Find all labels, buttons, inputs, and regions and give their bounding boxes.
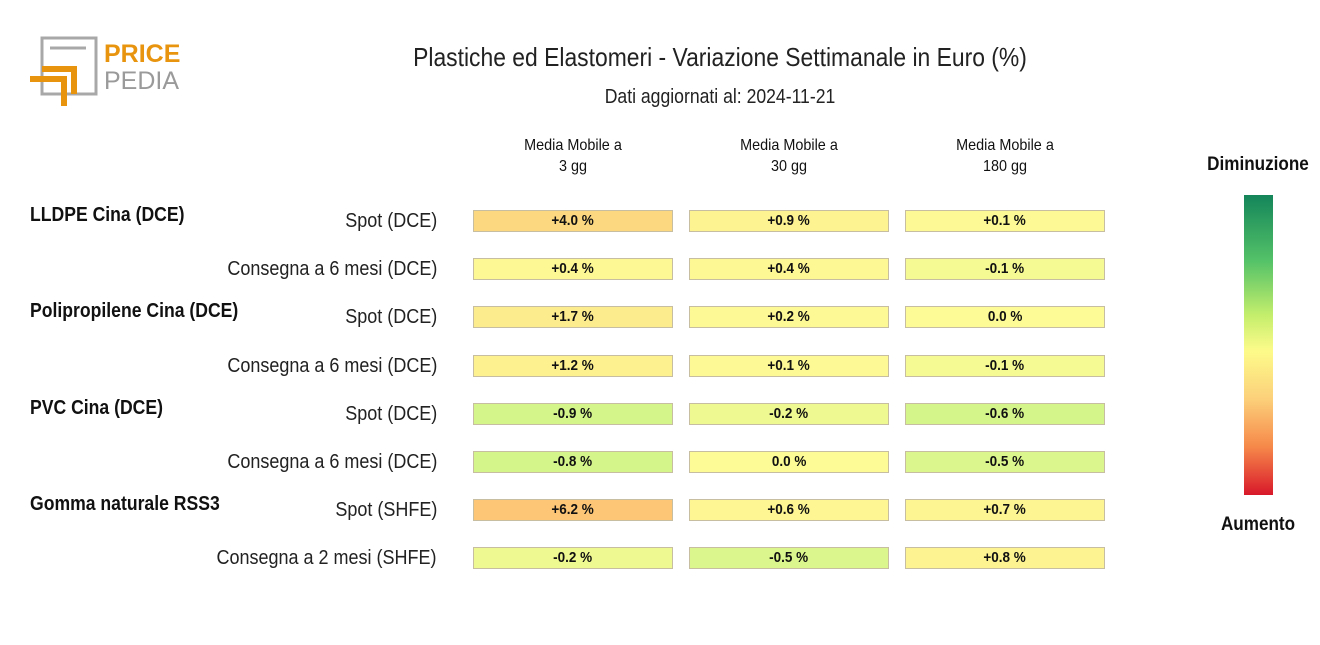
cell-value-label: -0.6 % — [985, 404, 1025, 422]
legend-top-label: Diminuzione — [1207, 154, 1309, 175]
cell-value-label: -0.5 % — [985, 453, 1025, 470]
column-header: Media Mobile a 3 gg — [474, 135, 672, 177]
heatmap-cell: -0.2 % — [689, 402, 889, 425]
heatmap-cell: +4.0 % — [473, 210, 673, 232]
heatmap-cell: -0.5 % — [905, 451, 1105, 473]
column-header-line2: 30 gg — [770, 158, 808, 175]
chart-title: Plastiche ed Elastomeri - Variazione Set… — [413, 42, 1027, 72]
cell-value-label: -0.9 % — [553, 404, 593, 422]
group-label: LLDPE Cina (DCE) — [30, 204, 185, 226]
chart-subtitle: Dati aggiornati al: 2024-11-21 — [604, 86, 836, 108]
heatmap-cell: +0.4 % — [689, 258, 889, 281]
heatmap-cell: -0.8 % — [473, 451, 673, 473]
column-header: Media Mobile a 30 gg — [690, 135, 888, 177]
heatmap-cell: +0.6 % — [689, 499, 889, 522]
cell-value-label: +0.6 % — [767, 501, 811, 519]
cell-value-label: +0.4 % — [767, 260, 811, 278]
column-header-line2: 3 gg — [558, 158, 588, 175]
row-label: Spot (DCE) — [344, 210, 437, 232]
row-label: Consegna a 2 mesi (SHFE) — [216, 547, 437, 570]
cell-value-label: +1.7 % — [551, 308, 595, 326]
heatmap-cell: +0.9 % — [689, 210, 889, 232]
column-header-line1: Media Mobile a — [956, 137, 1054, 154]
cell-value-label: -0.8 % — [553, 453, 593, 470]
logo-text-pedia: PEDIA — [104, 67, 179, 95]
heatmap-cell: +1.7 % — [473, 306, 673, 329]
logo-mark-icon — [30, 36, 98, 106]
row-label: Consegna a 6 mesi (DCE) — [226, 258, 437, 281]
heatmap-cell: 0.0 % — [689, 451, 889, 473]
cell-value-label: -0.2 % — [553, 549, 593, 567]
row-label: Spot (SHFE) — [334, 499, 437, 522]
legend-color-bar — [1244, 195, 1273, 495]
cell-value-label: -0.5 % — [769, 549, 809, 567]
heatmap-cell: -0.1 % — [905, 354, 1105, 377]
pricepedia-logo: PRICE PEDIA — [30, 36, 180, 106]
row-label: Spot (DCE) — [344, 402, 437, 425]
row-label: Consegna a 6 mesi (DCE) — [226, 451, 437, 473]
heatmap-cell: -0.1 % — [905, 258, 1105, 281]
cell-value-label: +0.2 % — [767, 308, 811, 326]
cell-value-label: -0.1 % — [985, 356, 1025, 374]
cell-value-label: +0.1 % — [983, 212, 1027, 229]
group-label: Gomma naturale RSS3 — [30, 493, 220, 516]
cell-value-label: +0.7 % — [983, 501, 1027, 519]
heatmap-cell: -0.9 % — [473, 402, 673, 425]
column-header-line2: 180 gg — [982, 158, 1028, 175]
cell-value-label: +0.4 % — [551, 260, 595, 278]
heatmap-cell: +0.2 % — [689, 306, 889, 329]
group-label: Polipropilene Cina (DCE) — [30, 300, 239, 323]
heatmap-cell: +6.2 % — [473, 499, 673, 522]
heatmap-cell: +1.2 % — [473, 354, 673, 377]
row-label: Consegna a 6 mesi (DCE) — [226, 354, 437, 377]
cell-value-label: 0.0 % — [771, 453, 807, 470]
heatmap-cell: -0.6 % — [905, 402, 1105, 425]
heatmap-cell: +0.1 % — [905, 210, 1105, 232]
cell-value-label: 0.0 % — [987, 308, 1023, 326]
heatmap-cell: -0.5 % — [689, 547, 889, 570]
group-label: PVC Cina (DCE) — [30, 396, 163, 419]
legend-bottom-label: Aumento — [1220, 514, 1296, 535]
heatmap-cell: +0.7 % — [905, 499, 1105, 522]
cell-value-label: +0.1 % — [767, 356, 811, 374]
cell-value-label: +0.9 % — [767, 212, 811, 229]
heatmap-cell: +0.8 % — [905, 547, 1105, 570]
heatmap-cell: -0.2 % — [473, 547, 673, 570]
logo-text-price: PRICE — [104, 40, 180, 68]
cell-value-label: +4.0 % — [551, 212, 595, 229]
heatmap-cell: 0.0 % — [905, 306, 1105, 329]
column-header: Media Mobile a 180 gg — [906, 135, 1104, 177]
cell-value-label: -0.1 % — [985, 260, 1025, 278]
column-header-line1: Media Mobile a — [524, 137, 622, 154]
heatmap-cell: +0.4 % — [473, 258, 673, 281]
column-header-line1: Media Mobile a — [740, 137, 838, 154]
cell-value-label: +0.8 % — [983, 549, 1027, 567]
heatmap-cell: +0.1 % — [689, 354, 889, 377]
row-label: Spot (DCE) — [344, 306, 437, 329]
cell-value-label: -0.2 % — [769, 404, 809, 422]
cell-value-label: +6.2 % — [551, 501, 595, 519]
cell-value-label: +1.2 % — [551, 356, 595, 374]
